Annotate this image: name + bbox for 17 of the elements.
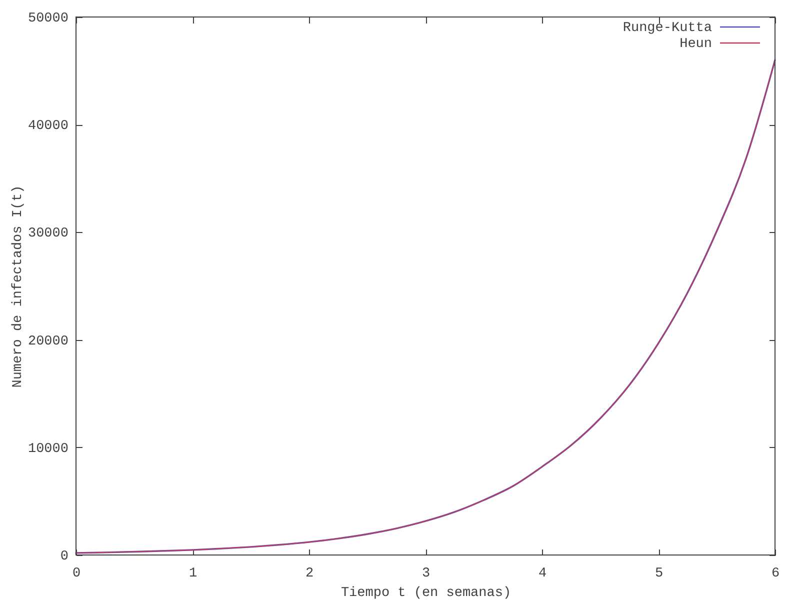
x-axis-title: Tiempo t (en semanas) [340, 586, 512, 600]
y-axis-title: Numero de infectados I(t) [10, 185, 26, 388]
y-tick-label: 30000 [28, 226, 68, 242]
x-tick-label: 0 [72, 566, 81, 582]
x-tick-label: 1 [188, 566, 198, 582]
y-tick-label: 10000 [28, 442, 68, 457]
x-tick-label: 5 [654, 566, 664, 582]
legend-label: Heun [680, 37, 712, 52]
x-tick-label: 2 [305, 566, 314, 582]
y-tick-label: 20000 [28, 334, 68, 350]
x-tick-label: 3 [422, 566, 430, 582]
x-tick-label: 6 [771, 566, 780, 582]
y-tick-label: 40000 [28, 119, 68, 134]
y-tick-label: 0 [60, 550, 68, 564]
x-tick-label: 4 [538, 566, 547, 582]
y-tick-label: 50000 [28, 12, 68, 26]
legend-label: Runge-Kutta [622, 21, 712, 36]
